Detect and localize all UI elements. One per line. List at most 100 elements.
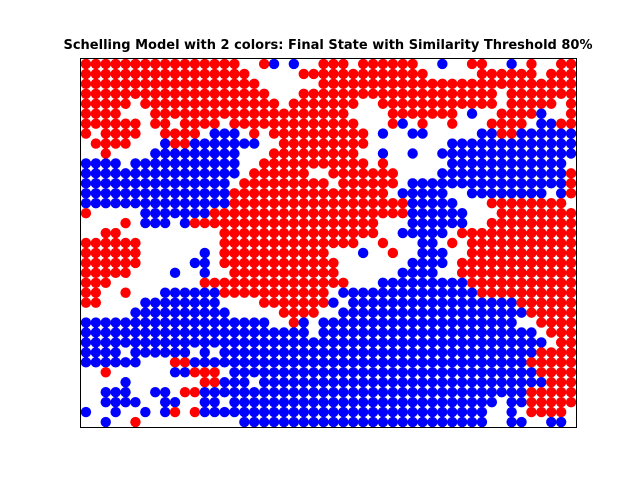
red-agent-point bbox=[367, 217, 379, 229]
blue-agent-point bbox=[100, 416, 111, 428]
blue-agent-point bbox=[258, 386, 270, 398]
red-agent-point bbox=[496, 257, 507, 269]
red-agent-point bbox=[546, 88, 557, 100]
red-agent-point bbox=[367, 188, 379, 199]
red-agent-point bbox=[486, 257, 498, 269]
blue-agent-point bbox=[189, 207, 201, 219]
blue-agent-point bbox=[298, 396, 309, 408]
red-agent-point bbox=[437, 108, 448, 119]
red-agent-point bbox=[219, 207, 230, 219]
blue-agent-point bbox=[199, 406, 210, 418]
blue-agent-point bbox=[288, 367, 300, 378]
red-agent-point bbox=[298, 277, 309, 288]
red-agent-point bbox=[516, 237, 527, 249]
blue-agent-point bbox=[258, 337, 270, 348]
red-agent-point bbox=[298, 227, 309, 239]
red-agent-point bbox=[90, 247, 102, 259]
blue-agent-point bbox=[130, 317, 141, 328]
red-agent-point bbox=[565, 307, 577, 318]
red-agent-point bbox=[120, 138, 131, 149]
blue-agent-point bbox=[427, 317, 438, 328]
blue-agent-point bbox=[417, 198, 428, 209]
red-agent-point bbox=[308, 287, 319, 298]
blue-agent-point bbox=[476, 158, 488, 169]
blue-agent-point bbox=[110, 396, 121, 408]
red-agent-point bbox=[120, 257, 131, 269]
red-agent-point bbox=[110, 237, 121, 249]
red-agent-point bbox=[546, 367, 557, 378]
blue-agent-point bbox=[219, 406, 230, 418]
blue-agent-point bbox=[427, 297, 438, 308]
red-agent-point bbox=[328, 68, 339, 80]
red-agent-point bbox=[288, 247, 300, 259]
blue-agent-point bbox=[209, 357, 220, 368]
red-agent-point bbox=[100, 68, 111, 80]
blue-agent-point bbox=[209, 297, 220, 308]
red-agent-point bbox=[357, 207, 369, 219]
red-agent-point bbox=[308, 138, 319, 149]
blue-agent-point bbox=[526, 347, 537, 358]
blue-agent-point bbox=[308, 377, 319, 388]
blue-agent-point bbox=[407, 307, 418, 318]
blue-agent-point bbox=[407, 267, 418, 279]
blue-agent-point bbox=[516, 327, 527, 338]
blue-agent-point bbox=[496, 347, 507, 358]
blue-agent-point bbox=[417, 188, 428, 199]
blue-agent-point bbox=[328, 367, 339, 378]
blue-agent-point bbox=[437, 327, 448, 338]
blue-agent-point bbox=[387, 347, 399, 358]
red-agent-point bbox=[288, 287, 300, 298]
red-agent-point bbox=[288, 237, 300, 249]
blue-agent-point bbox=[338, 377, 349, 388]
red-agent-point bbox=[417, 118, 428, 129]
blue-agent-point bbox=[298, 327, 309, 338]
blue-agent-point bbox=[516, 347, 527, 358]
red-agent-point bbox=[278, 227, 290, 239]
blue-agent-point bbox=[140, 178, 151, 189]
blue-agent-point bbox=[278, 347, 290, 358]
blue-agent-point bbox=[278, 367, 290, 378]
blue-agent-point bbox=[348, 307, 359, 318]
blue-agent-point bbox=[466, 158, 478, 169]
red-agent-point bbox=[387, 58, 399, 70]
blue-agent-point bbox=[328, 297, 339, 308]
blue-agent-point bbox=[120, 386, 131, 398]
blue-agent-point bbox=[159, 148, 171, 159]
red-agent-point bbox=[308, 207, 319, 219]
red-agent-point bbox=[486, 247, 498, 259]
blue-agent-point bbox=[466, 416, 478, 428]
red-agent-point bbox=[110, 227, 121, 239]
red-agent-point bbox=[377, 178, 389, 189]
red-agent-point bbox=[298, 188, 309, 199]
blue-agent-point bbox=[456, 377, 468, 388]
blue-agent-point bbox=[179, 367, 191, 378]
red-agent-point bbox=[348, 198, 359, 209]
red-agent-point bbox=[80, 88, 92, 100]
blue-agent-point bbox=[278, 357, 290, 368]
red-agent-point bbox=[506, 267, 517, 279]
red-agent-point bbox=[407, 88, 418, 100]
blue-agent-point bbox=[447, 178, 458, 189]
red-agent-point bbox=[229, 68, 240, 80]
red-agent-point bbox=[278, 148, 290, 159]
blue-agent-point bbox=[219, 128, 230, 139]
red-agent-point bbox=[526, 227, 537, 239]
blue-agent-point bbox=[189, 148, 201, 159]
blue-agent-point bbox=[199, 337, 210, 348]
red-agent-point bbox=[258, 277, 270, 288]
blue-agent-point bbox=[100, 198, 111, 209]
blue-agent-point bbox=[456, 416, 468, 428]
red-agent-point bbox=[288, 307, 300, 318]
red-agent-point bbox=[80, 267, 92, 279]
blue-agent-point bbox=[377, 416, 389, 428]
red-agent-point bbox=[397, 98, 408, 109]
blue-agent-point bbox=[120, 377, 131, 388]
blue-agent-point bbox=[506, 307, 517, 318]
red-agent-point bbox=[555, 386, 567, 398]
blue-agent-point bbox=[447, 406, 458, 418]
red-agent-point bbox=[209, 58, 220, 70]
blue-agent-point bbox=[427, 178, 438, 189]
blue-agent-point bbox=[268, 367, 280, 378]
blue-agent-point bbox=[387, 367, 399, 378]
blue-agent-point bbox=[456, 396, 468, 408]
